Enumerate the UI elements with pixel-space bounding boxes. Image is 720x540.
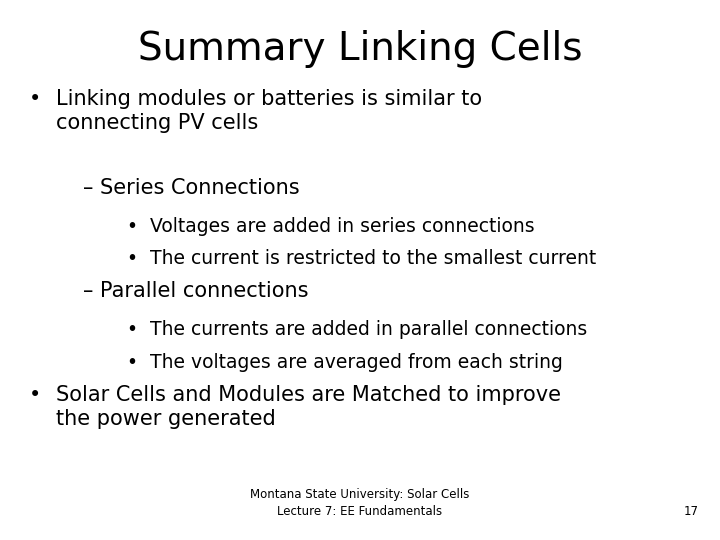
Text: Voltages are added in series connections: Voltages are added in series connections — [150, 217, 534, 235]
Text: •: • — [126, 217, 137, 235]
Text: Linking modules or batteries is similar to
connecting PV cells: Linking modules or batteries is similar … — [56, 89, 482, 133]
Text: The current is restricted to the smallest current: The current is restricted to the smalles… — [150, 249, 596, 268]
Text: Solar Cells and Modules are Matched to improve
the power generated: Solar Cells and Modules are Matched to i… — [56, 385, 561, 429]
Text: – Parallel connections: – Parallel connections — [83, 281, 308, 301]
Text: The voltages are averaged from each string: The voltages are averaged from each stri… — [150, 353, 562, 372]
Text: •: • — [29, 385, 41, 405]
Text: •: • — [126, 249, 137, 268]
Text: – Series Connections: – Series Connections — [83, 178, 300, 198]
Text: Summary Linking Cells: Summary Linking Cells — [138, 30, 582, 68]
Text: •: • — [126, 320, 137, 339]
Text: Montana State University: Solar Cells
Lecture 7: EE Fundamentals: Montana State University: Solar Cells Le… — [251, 488, 469, 518]
Text: 17: 17 — [683, 505, 698, 518]
Text: •: • — [126, 353, 137, 372]
Text: The currents are added in parallel connections: The currents are added in parallel conne… — [150, 320, 587, 339]
Text: •: • — [29, 89, 41, 109]
